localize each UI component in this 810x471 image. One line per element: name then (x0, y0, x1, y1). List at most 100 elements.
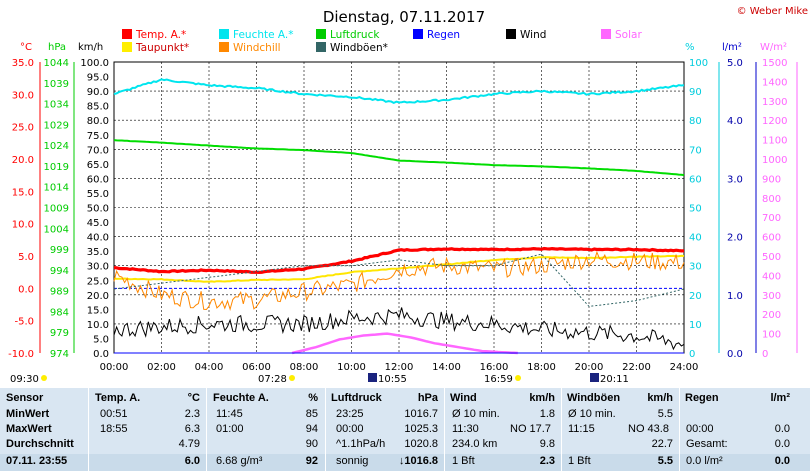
pressure-time: ^1.1hPa/h (336, 438, 386, 450)
pressure-tick-label: 1039 (44, 79, 69, 90)
humidity-time: 11:45 (216, 408, 243, 420)
legend-label: Windböen* (330, 42, 388, 54)
time-tick-label: 20:00 (575, 362, 604, 373)
rain-time: 00:00 (686, 423, 714, 435)
humidity-tick-label: 80 (689, 116, 702, 127)
humidity-unit-label: % (685, 42, 695, 53)
weather-chart: Dienstag, 07.11.2017 © Weber Mike Temp. … (8, 6, 808, 385)
solar-unit-label: W/m² (760, 42, 787, 53)
gust-value: 5.5 (657, 408, 673, 420)
humidity-value: 90 (305, 438, 318, 450)
temp-unit-label: °C (20, 42, 32, 53)
pressure-value: 1025.3 (404, 423, 438, 435)
time-tick-label: 06:00 (242, 362, 271, 373)
wind-tick-label: 70.0 (87, 145, 109, 156)
humidity-tick-label: 70 (689, 145, 702, 156)
header-rain-unit: l/m² (770, 392, 790, 404)
temp-tick-label: 20.0 (12, 155, 34, 166)
time-tick-label: 16:00 (480, 362, 509, 373)
rain-tick-label: 3.0 (727, 174, 743, 185)
wind-tick-label: 10.0 (87, 320, 109, 331)
legend-label: Solar (615, 29, 642, 41)
pressure-tick-label: 1044 (44, 58, 69, 69)
legend-label: Regen (427, 29, 460, 41)
wind-tick-label: 60.0 (87, 174, 109, 185)
temp-tick-label: -10.0 (8, 349, 34, 360)
legend-swatch (413, 29, 423, 39)
pressure-tick-label: 994 (50, 266, 69, 277)
time-tick-label: 12:00 (385, 362, 414, 373)
gust-value: 22.7 (651, 438, 673, 450)
wind-tick-label: 100.0 (80, 58, 109, 69)
sunrise-time: 07:28 (258, 374, 287, 385)
gust-time: 11:15 (568, 423, 595, 435)
sun-icon (41, 375, 47, 381)
rain-value: 0.0 (774, 423, 790, 435)
humidity-time: 01:00 (216, 423, 244, 435)
pressure-tick-label: 989 (50, 287, 69, 298)
series-temp-a-line (113, 246, 685, 275)
plot-grid (113, 62, 685, 353)
solar-tick-label: 1300 (762, 97, 787, 108)
header-hum: Feuchte A. (213, 392, 269, 404)
legend-label: Windchill (233, 42, 281, 54)
wind-tick-label: 35.0 (87, 247, 109, 258)
temp-tick-label: 15.0 (12, 187, 34, 198)
time-tick-label: 08:00 (290, 362, 319, 373)
series-taupunkt-line (113, 254, 685, 283)
wind-value: 1.8 (539, 408, 555, 420)
solar-tick-label: 1100 (762, 136, 787, 147)
rain-time: 0.0 l/m² (686, 455, 723, 467)
temp-time: 00:51 (100, 408, 128, 420)
pressure-tick-label: 1029 (44, 120, 69, 131)
rain-tick-label: 4.0 (727, 116, 743, 127)
series-windb-en-line (113, 253, 685, 307)
temp-value: 4.79 (178, 438, 200, 450)
header-temp: Temp. A. (95, 392, 141, 404)
humidity-value: 92 (305, 455, 318, 467)
wind-unit-label: km/h (78, 42, 103, 53)
header-rain: Regen (685, 392, 719, 404)
wind-tick-label: 45.0 (87, 218, 109, 229)
header-temp-unit: °C (187, 392, 200, 404)
pressure-tick-label: 1004 (44, 224, 69, 235)
row-label: Durchschnitt (6, 438, 74, 450)
pressure-time: sonnig (336, 455, 369, 467)
rain-time: Gesamt: (686, 438, 728, 450)
solar-tick-label: 1000 (762, 155, 787, 166)
wind-time: 11:30 (452, 423, 479, 435)
gust-time: Ø 10 min. (568, 408, 616, 420)
header-hum-unit: % (308, 392, 318, 404)
time-tick-label: 04:00 (195, 362, 224, 373)
legend-swatch (122, 29, 132, 39)
rain-value: 0.0 (774, 455, 790, 467)
rain-tick-label: 5.0 (727, 58, 743, 69)
series-windchill-line (113, 250, 685, 311)
col-divider (206, 388, 207, 471)
axis-labels: 35.0 30.0 25.0 20.0 15.0 10.0 5.0 0.0 -5.0 -10.0 1… (8, 58, 798, 373)
solar-tick-label: 500 (762, 252, 781, 263)
col-divider (679, 388, 680, 471)
rain-unit-label: l/m² (722, 42, 742, 53)
temp-tick-label: 35.0 (12, 58, 34, 69)
pressure-tick-label: 1034 (44, 100, 69, 111)
pressure-time: 00:00 (336, 423, 364, 435)
wind-tick-label: 30.0 (87, 262, 109, 273)
gust-time: 1 Bft (568, 455, 591, 467)
legend-label: Wind (520, 29, 546, 41)
wind-value: 2.3 (539, 455, 555, 467)
legend-swatch (219, 42, 229, 52)
time-tick-label: 00:00 (100, 362, 129, 373)
temp-value: 6.0 (184, 455, 200, 467)
temp-tick-label: 0.0 (18, 284, 34, 295)
sunset-time: 16:59 (484, 374, 513, 385)
rain-tick-label: 0.0 (727, 349, 743, 360)
sunset-icon (515, 375, 521, 381)
pressure-tick-label: 1024 (44, 141, 69, 152)
humidity-value: 85 (305, 408, 318, 420)
series-luftdruck-line (113, 139, 685, 177)
solar-tick-label: 1500 (762, 58, 787, 69)
solar-noon-time: 10:55 (378, 374, 407, 385)
temp-value: 6.3 (184, 423, 200, 435)
legend-swatch (601, 29, 611, 39)
